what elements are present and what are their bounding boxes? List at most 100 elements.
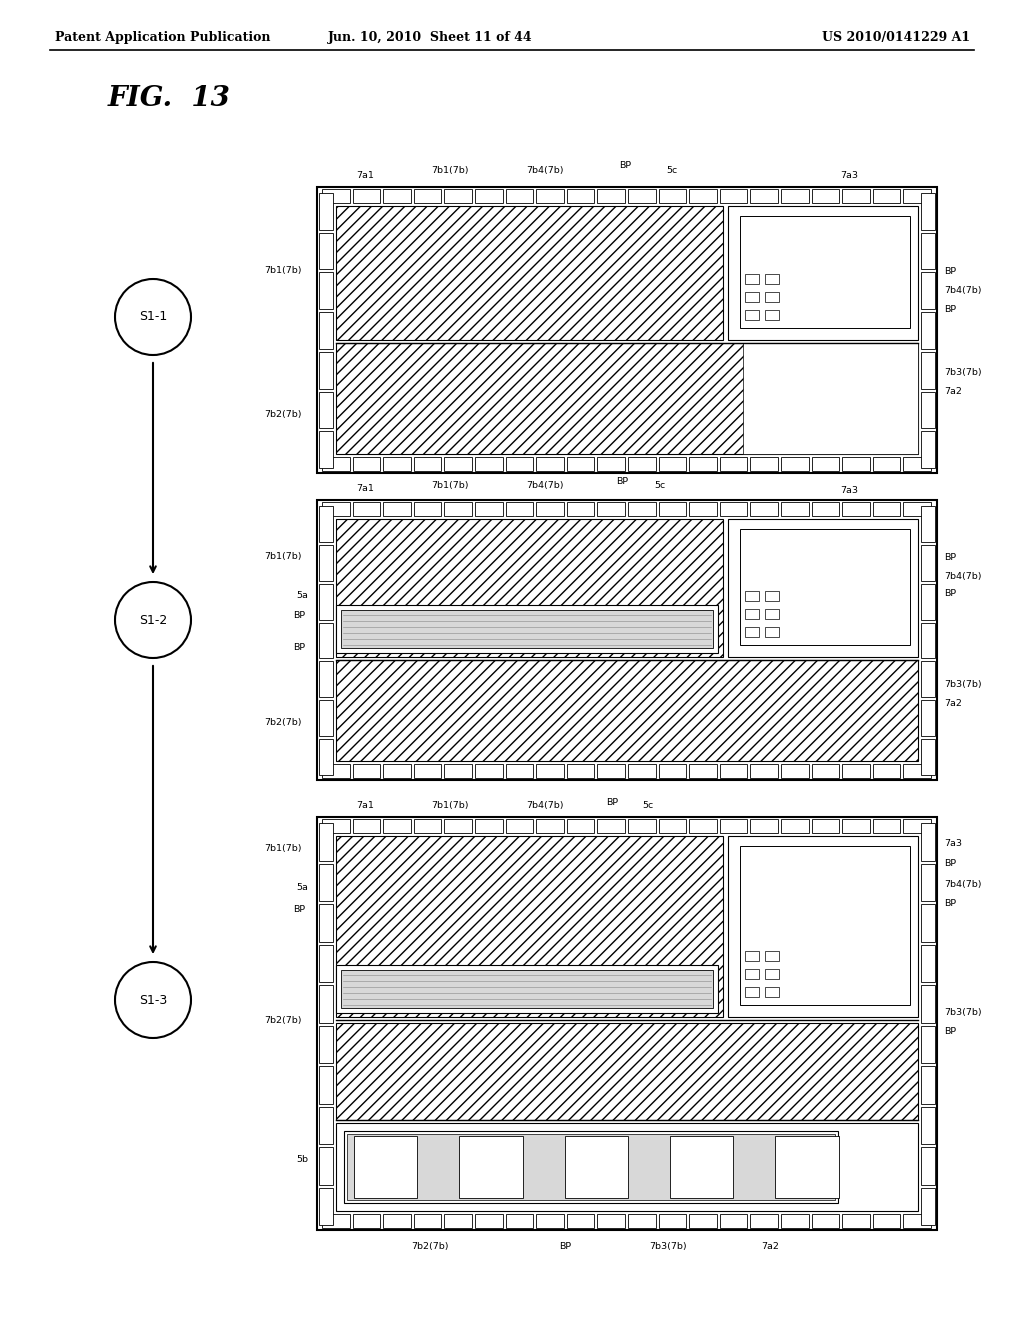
Bar: [597, 502, 625, 516]
Bar: [720, 502, 748, 516]
Bar: [475, 457, 503, 471]
Text: 7a3: 7a3: [840, 172, 858, 180]
Text: 5a: 5a: [296, 883, 308, 892]
Bar: [872, 1214, 900, 1228]
Bar: [567, 764, 594, 777]
Bar: [319, 1147, 333, 1184]
Bar: [317, 817, 937, 1230]
Text: BP: BP: [944, 305, 956, 314]
Bar: [317, 187, 937, 473]
Bar: [842, 189, 869, 203]
Bar: [319, 583, 333, 619]
Bar: [628, 818, 655, 833]
Bar: [842, 818, 869, 833]
Bar: [921, 701, 935, 737]
Bar: [765, 969, 779, 979]
Bar: [444, 189, 472, 203]
Bar: [903, 1214, 931, 1228]
Bar: [720, 764, 748, 777]
Text: Jun. 10, 2010  Sheet 11 of 44: Jun. 10, 2010 Sheet 11 of 44: [328, 30, 532, 44]
Text: 7b2(7b): 7b2(7b): [264, 1015, 302, 1024]
Bar: [740, 216, 910, 327]
Bar: [322, 189, 349, 203]
Bar: [720, 1214, 748, 1228]
Bar: [567, 818, 594, 833]
Bar: [765, 950, 779, 961]
Bar: [751, 189, 778, 203]
Bar: [414, 189, 441, 203]
Text: BP: BP: [944, 899, 956, 908]
Bar: [872, 818, 900, 833]
Bar: [319, 1106, 333, 1144]
Bar: [567, 457, 594, 471]
Bar: [564, 1137, 628, 1199]
Text: 7b1(7b): 7b1(7b): [431, 166, 469, 176]
Bar: [322, 1214, 349, 1228]
Text: 7b3(7b): 7b3(7b): [944, 681, 982, 689]
Bar: [475, 818, 503, 833]
Bar: [765, 310, 779, 319]
Bar: [720, 189, 748, 203]
Bar: [921, 232, 935, 269]
Bar: [689, 764, 717, 777]
Text: BP: BP: [944, 268, 956, 276]
Bar: [921, 1188, 935, 1225]
Bar: [872, 502, 900, 516]
Bar: [781, 764, 809, 777]
Bar: [812, 1214, 840, 1228]
Bar: [921, 312, 935, 348]
Bar: [689, 502, 717, 516]
Bar: [921, 863, 935, 902]
Bar: [537, 189, 564, 203]
Bar: [921, 392, 935, 428]
Bar: [728, 836, 918, 1016]
Text: Patent Application Publication: Patent Application Publication: [55, 30, 270, 44]
Bar: [352, 457, 380, 471]
Text: 7b1(7b): 7b1(7b): [264, 265, 302, 275]
Bar: [740, 846, 910, 1005]
Bar: [751, 502, 778, 516]
Bar: [506, 502, 534, 516]
Bar: [628, 457, 655, 471]
Text: 7a2: 7a2: [761, 1242, 779, 1251]
Bar: [720, 818, 748, 833]
Bar: [872, 457, 900, 471]
Circle shape: [115, 962, 191, 1038]
Bar: [903, 189, 931, 203]
Bar: [872, 189, 900, 203]
Text: 7a3: 7a3: [944, 840, 962, 849]
Bar: [319, 985, 333, 1023]
Bar: [812, 457, 840, 471]
Bar: [720, 457, 748, 471]
Bar: [344, 1131, 838, 1203]
Bar: [317, 500, 937, 780]
Text: 7b4(7b): 7b4(7b): [526, 480, 564, 490]
Bar: [842, 1214, 869, 1228]
Bar: [658, 818, 686, 833]
Bar: [319, 863, 333, 902]
Bar: [745, 950, 759, 961]
Bar: [842, 502, 869, 516]
Circle shape: [115, 582, 191, 657]
Text: BP: BP: [618, 161, 631, 170]
Bar: [745, 310, 759, 319]
Bar: [319, 232, 333, 269]
Bar: [751, 457, 778, 471]
Bar: [319, 904, 333, 941]
Bar: [319, 312, 333, 348]
Bar: [628, 1214, 655, 1228]
Bar: [781, 1214, 809, 1228]
Bar: [751, 1214, 778, 1228]
Bar: [921, 583, 935, 619]
Bar: [781, 457, 809, 471]
Bar: [658, 764, 686, 777]
Bar: [414, 457, 441, 471]
Bar: [921, 661, 935, 697]
Bar: [336, 1123, 918, 1210]
Bar: [336, 660, 918, 762]
Text: BP: BP: [616, 477, 628, 486]
Bar: [352, 764, 380, 777]
Bar: [670, 1137, 733, 1199]
Bar: [658, 189, 686, 203]
Text: S1-3: S1-3: [139, 994, 167, 1006]
